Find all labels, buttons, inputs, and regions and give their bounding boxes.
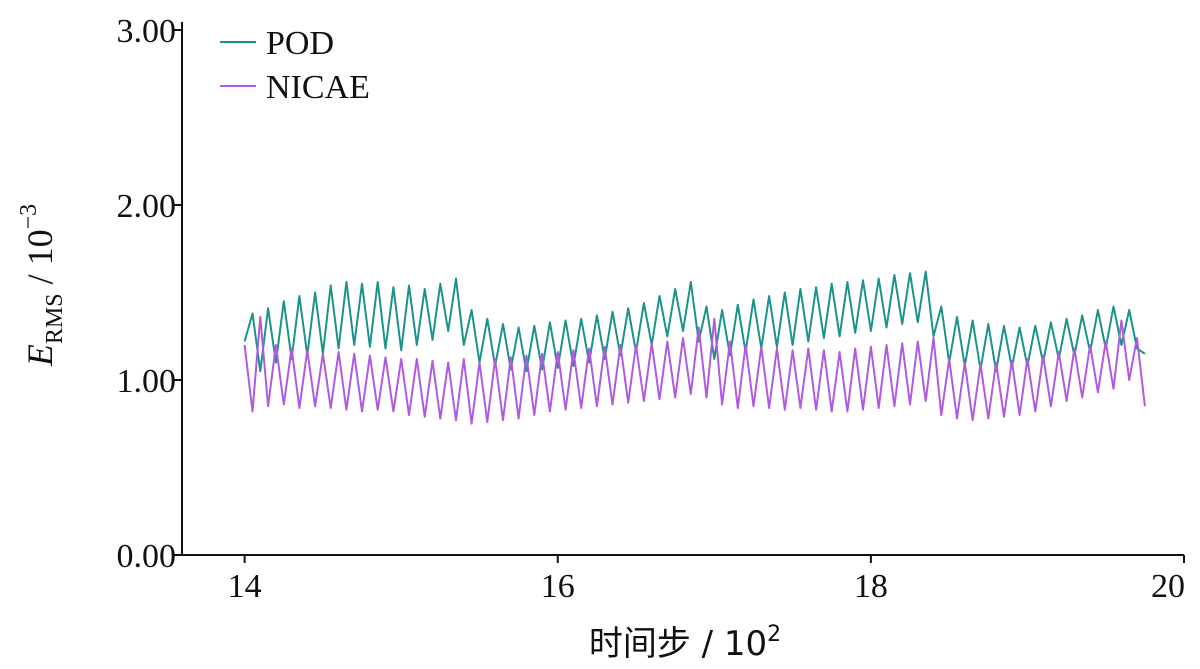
- y-ticks: 0.00 1.00 2.00 3.00: [117, 13, 182, 575]
- y-tick-label: 1.00: [117, 363, 177, 400]
- x-tick-label: 16: [541, 568, 575, 605]
- x-tick-label: 18: [854, 568, 888, 605]
- series-line-nicae: [243, 316, 1146, 425]
- x-tick-label: 20: [1151, 568, 1185, 605]
- legend-label-pod: POD: [266, 25, 334, 62]
- x-tick-label: 14: [228, 568, 262, 605]
- plot-area: [243, 270, 1146, 425]
- x-ticks: 14 16 18 20: [228, 555, 1185, 605]
- y-tick-label: 3.00: [117, 13, 177, 50]
- x-axis-title: 时间步 / 102: [589, 622, 781, 664]
- legend-label-nicae: NICAE: [266, 69, 370, 106]
- series-line-pod: [243, 270, 1146, 373]
- legend: POD NICAE: [220, 25, 370, 106]
- y-tick-label: 2.00: [117, 188, 177, 225]
- y-tick-label: 0.00: [117, 538, 177, 575]
- y-axis-title: ERMS / 10−3: [16, 204, 68, 367]
